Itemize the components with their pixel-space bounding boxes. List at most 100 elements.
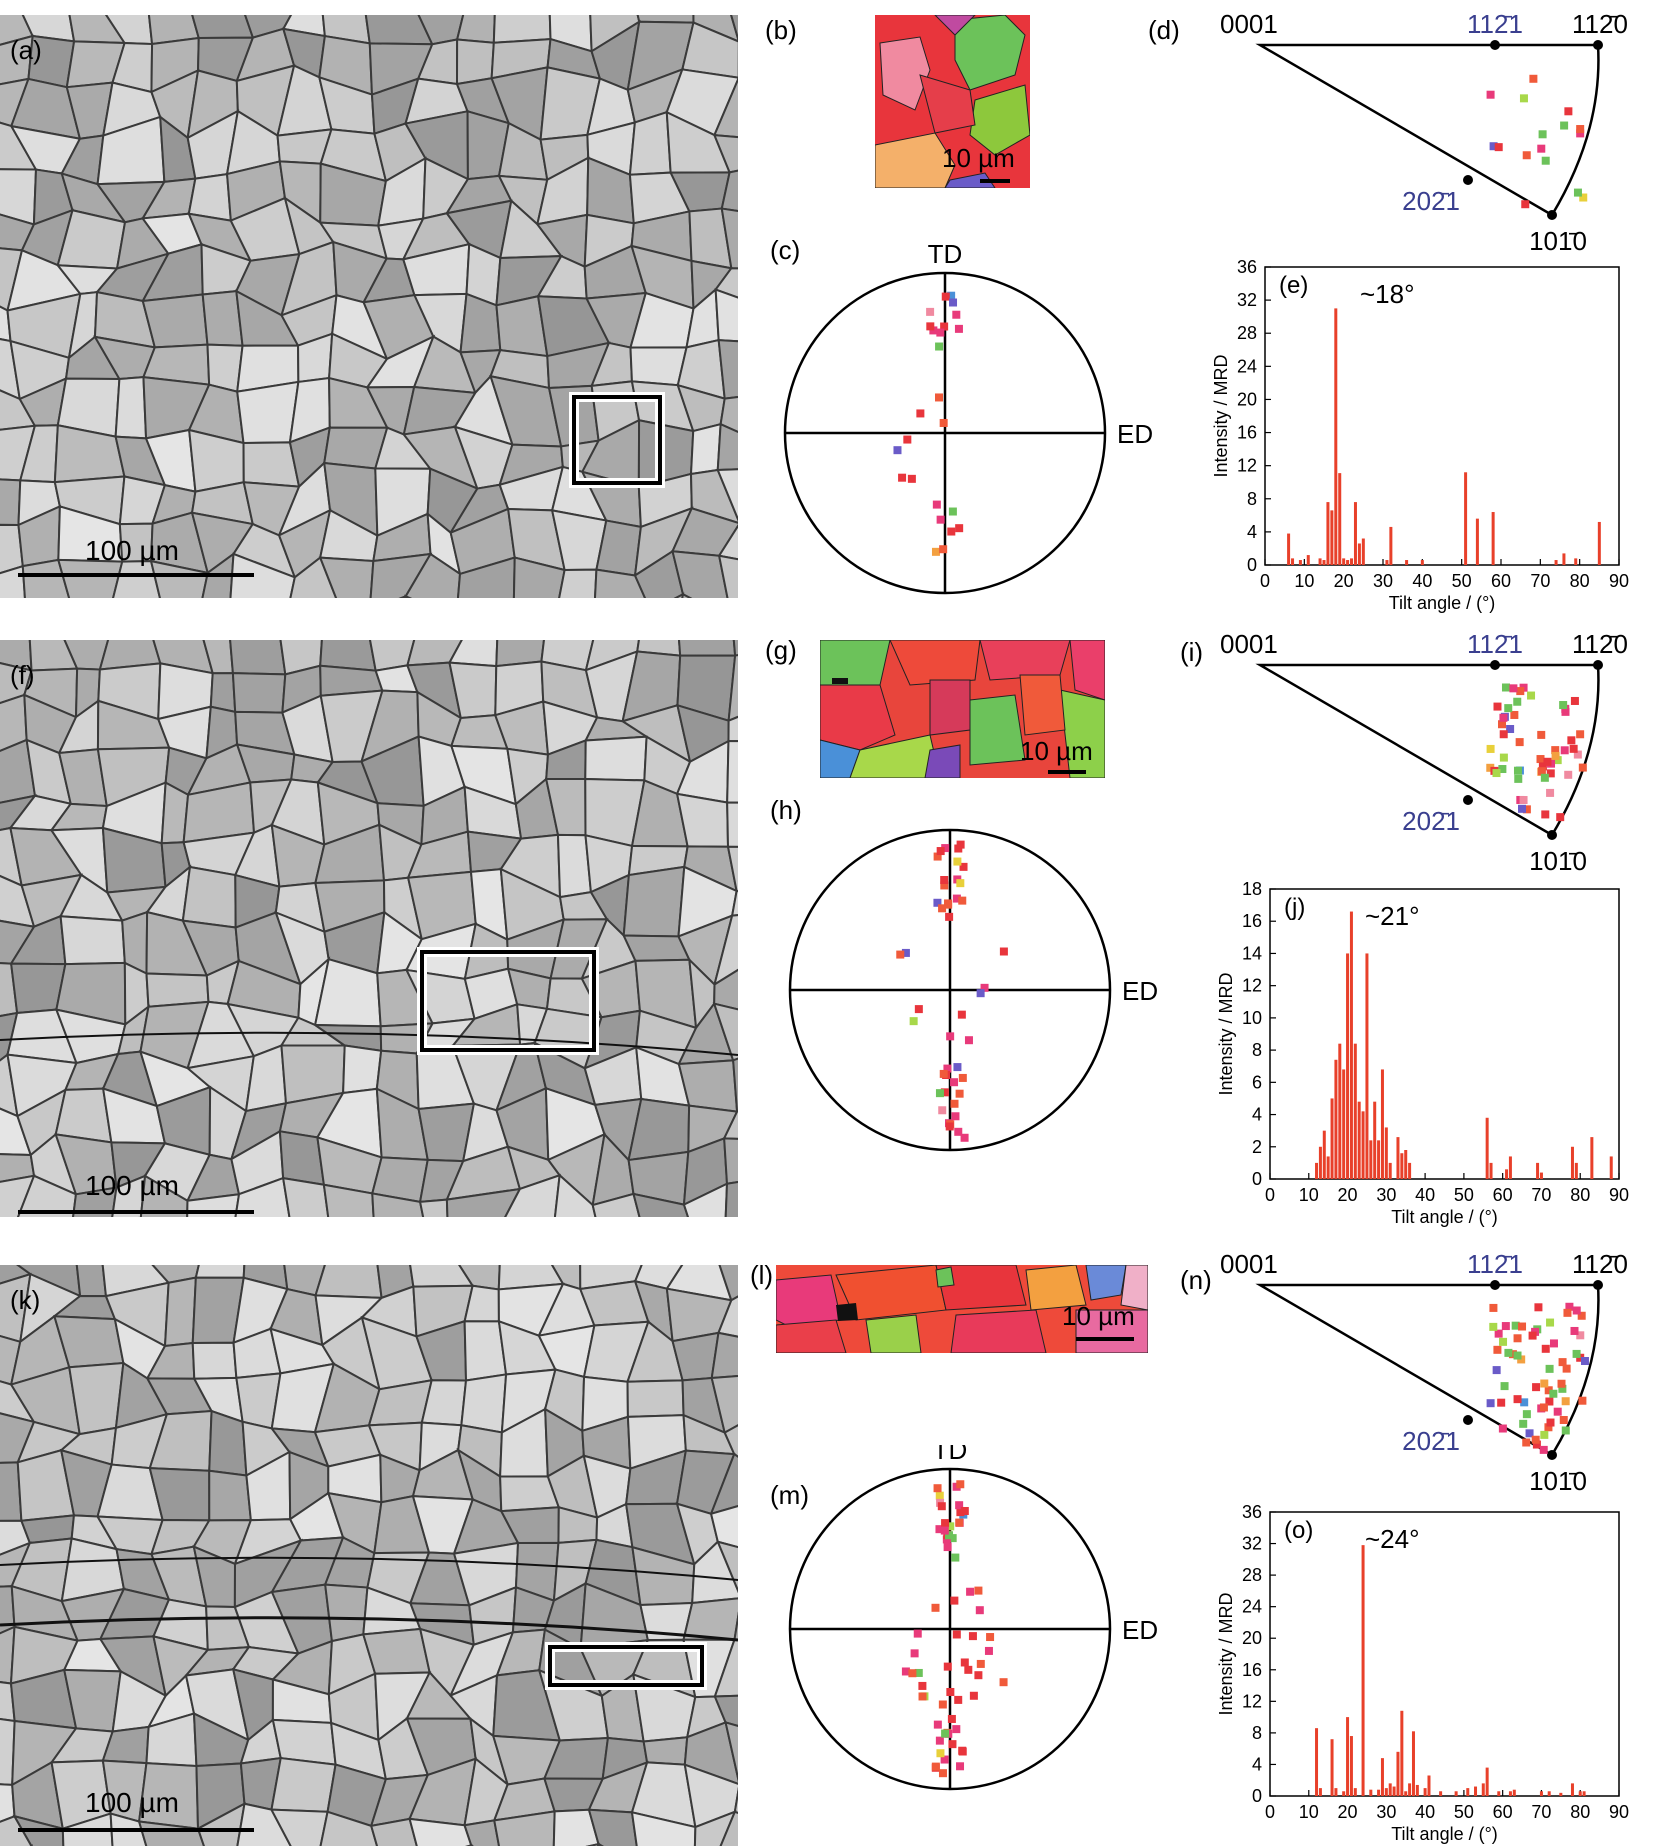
grain (732, 1057, 738, 1114)
grain (584, 735, 648, 782)
row-1: (a) 100 µm (b) 10 µm (c) TD ED (d) 0001 11… (0, 0, 1654, 615)
bar (1404, 1150, 1408, 1179)
pole-point (944, 899, 953, 908)
x-axis-label: Tilt angle / (°) (1391, 1824, 1498, 1844)
bar (1357, 543, 1361, 565)
micrograph-a: (a) 100 µm (0, 15, 738, 598)
bar (1582, 1791, 1586, 1796)
x-tick-label: 30 (1376, 1185, 1396, 1205)
pole-point (941, 1729, 950, 1738)
ipf-point (1563, 1308, 1572, 1317)
ipf-point (1556, 813, 1565, 822)
ipf-point (1519, 796, 1528, 805)
pole-point (964, 1036, 973, 1045)
grain (231, 672, 287, 714)
ipf-point (1509, 684, 1518, 693)
pole-point (952, 310, 961, 319)
x-tick-label: 50 (1452, 571, 1472, 591)
bar (1574, 558, 1578, 565)
bar (1578, 1791, 1582, 1796)
ipf-point (1573, 188, 1582, 197)
ipf-point (1492, 1366, 1501, 1375)
grain (493, 1810, 556, 1846)
x-tick-label: 60 (1491, 571, 1511, 591)
bar (1322, 1130, 1326, 1179)
peak-annotation: ~21° (1365, 901, 1420, 931)
scale-bar-label: 10 µm (1020, 736, 1093, 766)
pole-point (937, 1502, 946, 1511)
scale-bar (18, 573, 254, 577)
ipf-point (1541, 156, 1550, 165)
ipf-pole-marker (1490, 660, 1500, 670)
ipf-triangle (1255, 43, 1600, 217)
ipf-triangle (1255, 663, 1600, 837)
pole-point (929, 326, 938, 335)
ipf-point (1518, 1322, 1527, 1331)
ipf-corner-2021: 202̄1 (1402, 806, 1460, 836)
y-tick-label: 32 (1242, 1534, 1262, 1554)
grain (587, 1808, 638, 1846)
pole-point (960, 1506, 969, 1515)
bar (1353, 502, 1357, 565)
bar (1539, 1791, 1543, 1796)
pole-figure-m: TD ED (788, 1445, 1158, 1791)
pole-point (916, 409, 925, 418)
ipf-point (1492, 769, 1501, 778)
pole-point (945, 1531, 954, 1540)
pole-point (939, 1069, 948, 1078)
ipf-point (1486, 1399, 1495, 1408)
ipf-point (1515, 738, 1524, 747)
grain (314, 1265, 383, 1299)
ipf-corner-2021: 202̄1 (1402, 1426, 1460, 1456)
pole-figure-h: TD ED (788, 825, 1158, 1152)
pole-point (918, 1681, 927, 1690)
bar (1342, 558, 1346, 565)
bar (1570, 1146, 1574, 1179)
td-label: TD (928, 239, 963, 269)
grain (732, 640, 738, 657)
scale-bar-label: 100 µm (85, 1787, 179, 1818)
bar (1404, 1791, 1408, 1796)
pole-point (960, 1133, 969, 1142)
grain (714, 267, 738, 299)
grain (712, 77, 738, 139)
bar (1315, 1728, 1319, 1796)
row-3: (k) 100 µm (l) 10 µm (m) TD ED (n) 0001 11… (0, 1230, 1654, 1846)
grain (0, 1815, 33, 1846)
pole-point (946, 1032, 955, 1041)
ipf-point (1536, 755, 1545, 764)
y-axis-label: Intensity / MRD (1216, 972, 1236, 1095)
grain (733, 1786, 738, 1815)
pole-point (956, 1762, 965, 1771)
ipf-point (1565, 1302, 1574, 1311)
grain (289, 555, 338, 598)
grain (463, 1819, 500, 1846)
bar (1326, 1156, 1330, 1179)
grain (681, 21, 738, 79)
grain (191, 15, 255, 39)
pole-point (935, 1736, 944, 1745)
ipf-point (1543, 757, 1552, 766)
ipf-corner-1120: 112̄0 (1572, 1249, 1628, 1279)
y-tick-label: 18 (1242, 879, 1262, 899)
ipf-corner-1120: 112̄0 (1572, 9, 1628, 39)
ipf-point (1531, 1435, 1540, 1444)
bar (1330, 1098, 1334, 1179)
ipf-point (1546, 769, 1555, 778)
pole-point (957, 1010, 966, 1019)
ipf-corner-1010: 101̄0 (1529, 226, 1587, 256)
grain (692, 15, 738, 43)
grain (642, 1736, 689, 1766)
grain (139, 1174, 189, 1217)
bar (1318, 1146, 1322, 1179)
ipf-point (1561, 1397, 1570, 1406)
grain (21, 558, 71, 598)
grain (208, 1409, 248, 1477)
ipf-point (1486, 744, 1495, 753)
panel-label: (e) (1279, 272, 1308, 299)
ipf-point (1498, 720, 1507, 729)
grain (678, 640, 737, 657)
bar (1361, 1545, 1365, 1796)
bar (1505, 1169, 1509, 1179)
ipf-point (1576, 730, 1585, 739)
